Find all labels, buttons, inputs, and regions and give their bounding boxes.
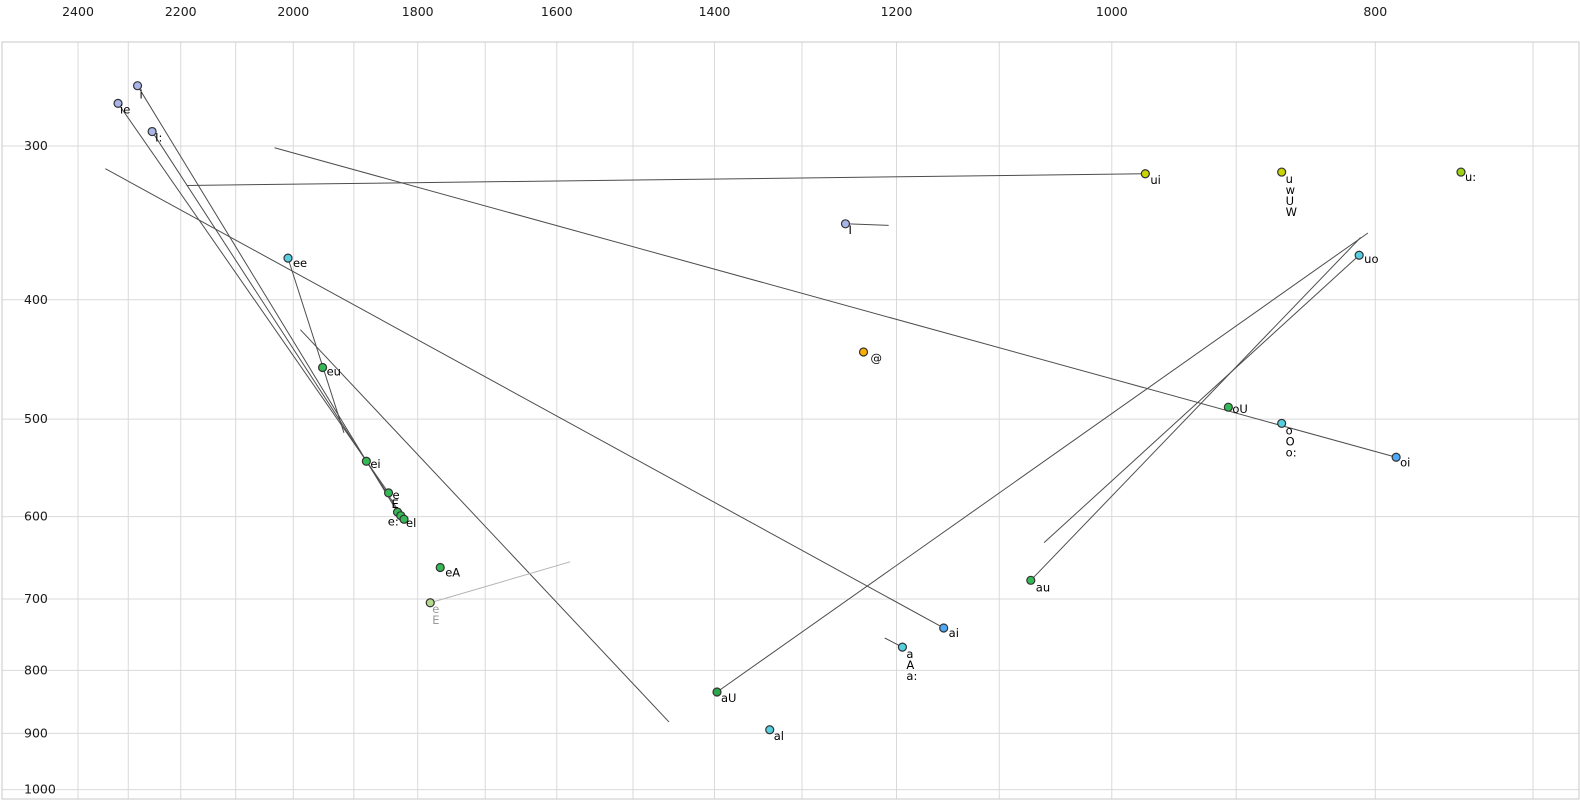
point-label-au: au xyxy=(1036,580,1050,594)
trajectory-oi xyxy=(274,147,1397,458)
point-label-eu: eu xyxy=(327,364,341,378)
data-point-e xyxy=(383,488,394,498)
data-point-eA xyxy=(435,562,445,573)
data-point-oi xyxy=(1391,452,1401,462)
point-label-W: W xyxy=(1286,205,1297,219)
data-point-o xyxy=(1277,418,1287,428)
data-point-u xyxy=(1277,167,1287,177)
y-tick-label-900: 900 xyxy=(24,725,48,740)
data-point-al xyxy=(765,725,775,735)
data-point-ee xyxy=(283,253,293,263)
point-label-ai: ai xyxy=(949,626,959,640)
point-label-E: E xyxy=(392,497,399,511)
point-label-O: O xyxy=(1286,434,1295,448)
x-tick-label-1600: 1600 xyxy=(541,4,573,19)
point-label-i: i xyxy=(140,88,143,102)
point-label-e:: e: xyxy=(388,515,399,529)
point-label-oi: oi xyxy=(1400,455,1410,469)
x-tick-label-800: 800 xyxy=(1363,4,1387,19)
point-label-@: @ xyxy=(871,351,883,365)
x-tick-label-2000: 2000 xyxy=(277,4,309,19)
data-point-ai xyxy=(939,623,949,633)
data-point-u: xyxy=(1456,167,1466,177)
y-tick-label-700: 700 xyxy=(24,591,48,606)
data-point-i xyxy=(132,81,143,91)
point-label-aU: aU xyxy=(721,691,736,705)
point-label-U: U xyxy=(1286,194,1294,208)
data-point-I: xyxy=(147,126,157,137)
trajectory-au xyxy=(1030,237,1361,581)
y-tick-label-1000: 1000 xyxy=(24,782,56,797)
point-label-I: I xyxy=(848,223,851,237)
x-tick-label-1000: 1000 xyxy=(1096,4,1128,19)
point-label-o: o xyxy=(1286,423,1293,437)
plot-border xyxy=(1,41,1580,800)
point-label-el: el xyxy=(406,516,416,530)
point-label-ui: ui xyxy=(1150,173,1160,187)
x-tick-label-2400: 2400 xyxy=(62,4,94,19)
data-point-@ xyxy=(858,347,869,357)
point-label-al: al xyxy=(774,729,784,743)
x-tick-label-2200: 2200 xyxy=(165,4,197,19)
trajectory-ie xyxy=(117,103,389,494)
y-tick-label-800: 800 xyxy=(24,662,48,677)
trajectory-ee xyxy=(287,257,345,433)
trajectory-front-open xyxy=(300,329,670,723)
trajectory-i xyxy=(137,85,398,513)
y-tick-label-400: 400 xyxy=(24,292,48,307)
data-point-I xyxy=(840,219,851,229)
data-point-aU xyxy=(712,687,722,697)
point-label-ie: ie xyxy=(120,102,130,116)
data-point-ie xyxy=(113,98,123,108)
data-point-e xyxy=(425,598,435,608)
trajectory-ai xyxy=(105,168,944,629)
x-tick-label-1200: 1200 xyxy=(881,4,913,19)
y-tick-label-500: 500 xyxy=(24,411,48,426)
trajectory-uo xyxy=(1043,254,1360,544)
point-label-ei: ei xyxy=(370,457,380,471)
trajectory-aU xyxy=(716,232,1369,693)
point-label-ee: ee xyxy=(293,256,307,270)
point-label-uo: uo xyxy=(1364,252,1378,266)
trajectory-e-gray xyxy=(430,561,571,604)
data-point-au xyxy=(1026,575,1036,585)
data-point-ei xyxy=(361,456,371,466)
point-label-w: w xyxy=(1286,183,1295,197)
point-label-eA: eA xyxy=(445,566,460,580)
trajectory-I-long xyxy=(151,131,405,520)
data-point-uo xyxy=(1354,250,1364,260)
y-tick-label-600: 600 xyxy=(24,509,48,524)
x-tick-label-1800: 1800 xyxy=(402,4,434,19)
trajectory-I xyxy=(845,223,889,226)
x-tick-label-1400: 1400 xyxy=(699,4,731,19)
point-label-e: e xyxy=(432,602,439,616)
data-point-el xyxy=(399,514,409,524)
point-label-E: E xyxy=(432,613,439,627)
data-point-a xyxy=(897,642,908,652)
y-tick-label-300: 300 xyxy=(24,138,48,153)
point-label-oU: oU xyxy=(1232,402,1247,416)
point-label-u: u xyxy=(1286,172,1293,186)
data-point-ui xyxy=(1140,169,1150,179)
data-point-eu xyxy=(317,362,328,373)
point-label-e: e xyxy=(393,488,400,502)
point-label-I:: I: xyxy=(155,131,162,145)
point-label-a:: a: xyxy=(906,669,917,683)
point-label-u:: u: xyxy=(1465,170,1476,184)
point-label-A: A xyxy=(906,658,914,672)
point-label-o:: o: xyxy=(1286,445,1297,459)
data-point-oU xyxy=(1223,402,1233,412)
trajectory-ui xyxy=(186,173,1146,186)
point-label-a: a xyxy=(906,647,913,661)
